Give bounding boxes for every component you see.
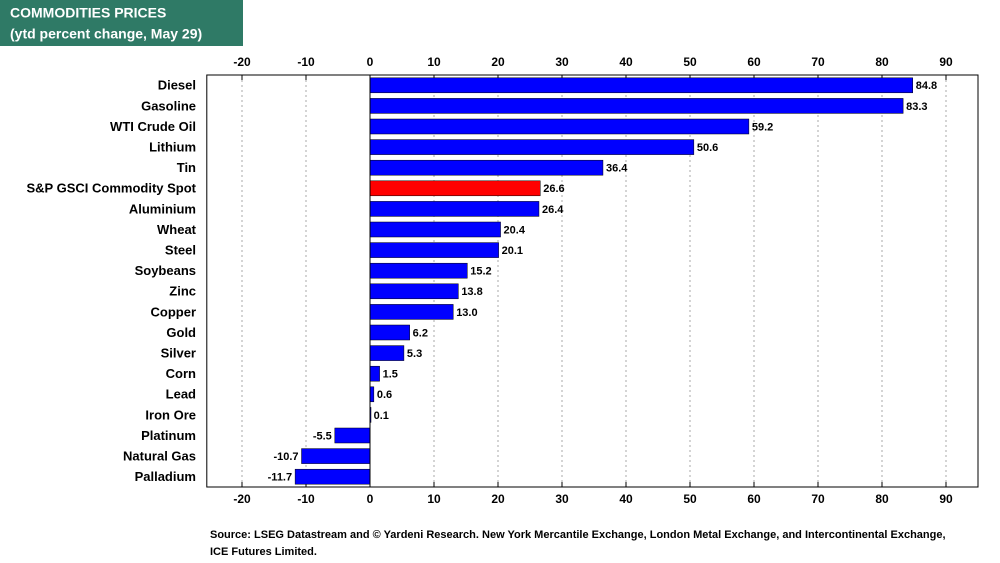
value-label: 1.5	[383, 369, 398, 381]
bar	[334, 427, 371, 444]
source-note: Source: LSEG Datastream and © Yardeni Re…	[210, 529, 946, 541]
bar	[369, 365, 380, 382]
y-tick-label: Silver	[161, 346, 196, 361]
bar	[369, 324, 410, 341]
value-label: 26.4	[542, 204, 564, 216]
x-tick-label: 0	[367, 55, 374, 69]
bar	[369, 201, 540, 217]
x-tick-label: 70	[811, 55, 825, 69]
y-tick-label: Diesel	[158, 78, 196, 93]
chart-title: COMMODITIES PRICES	[10, 5, 166, 21]
value-label: 20.4	[504, 224, 526, 236]
y-tick-label: WTI Crude Oil	[110, 119, 196, 134]
bar	[369, 77, 913, 94]
y-tick-label: Palladium	[135, 469, 196, 484]
y-tick-label: Lead	[166, 387, 196, 402]
x-tick-label: 0	[367, 492, 374, 506]
y-tick-label: Corn	[166, 366, 196, 381]
value-label: -11.7	[268, 472, 292, 484]
title-box	[0, 0, 243, 46]
x-tick-label: 10	[427, 55, 441, 69]
y-tick-label: Aluminium	[129, 201, 196, 216]
x-tick-label: 30	[555, 492, 569, 506]
bar	[369, 283, 459, 300]
value-label: 0.1	[374, 410, 389, 422]
y-tick-label: Tin	[177, 160, 196, 175]
value-label: 15.2	[470, 266, 491, 278]
bar	[369, 180, 541, 197]
bar	[369, 118, 750, 135]
bar	[369, 262, 468, 279]
x-tick-label: 50	[683, 492, 697, 506]
x-tick-label: 90	[939, 492, 953, 506]
value-label: 59.2	[752, 121, 773, 133]
x-tick-label: 40	[619, 492, 633, 506]
value-label: 26.6	[543, 183, 564, 195]
bar	[369, 139, 695, 155]
chart-subtitle: (ytd percent change, May 29)	[10, 26, 202, 42]
bar	[369, 159, 604, 176]
value-label: -10.7	[273, 451, 298, 463]
x-tick-label: 20	[491, 492, 505, 506]
x-tick-label: 10	[427, 492, 441, 506]
x-tick-label: -20	[233, 55, 251, 69]
x-tick-label: 40	[619, 55, 633, 69]
y-tick-label: Platinum	[141, 428, 196, 443]
value-label: 36.4	[606, 163, 628, 175]
value-label: 13.0	[456, 307, 477, 319]
plot-area	[206, 75, 979, 487]
y-tick-label: Lithium	[149, 140, 196, 155]
value-label: 83.3	[906, 101, 927, 113]
y-tick-label: Steel	[165, 243, 196, 258]
x-tick-label: 80	[875, 492, 889, 506]
value-label: 20.1	[502, 245, 523, 257]
bar	[369, 98, 904, 114]
y-tick-label: S&P GSCI Commodity Spot	[27, 181, 197, 196]
x-tick-label: 60	[747, 55, 761, 69]
value-label: 0.6	[377, 389, 392, 401]
value-label: 5.3	[407, 348, 422, 360]
bar	[369, 386, 375, 403]
x-tick-label: 90	[939, 55, 953, 69]
x-tick-label: -20	[233, 492, 251, 506]
y-tick-label: Natural Gas	[123, 449, 196, 464]
bar	[294, 468, 371, 485]
x-tick-label: 70	[811, 492, 825, 506]
y-tick-label: Gasoline	[141, 98, 196, 113]
value-label: 84.8	[916, 80, 937, 92]
x-tick-label: -10	[297, 55, 315, 69]
bar	[369, 242, 499, 258]
x-tick-label: -10	[297, 492, 315, 506]
x-tick-label: 80	[875, 55, 889, 69]
y-tick-label: Iron Ore	[145, 407, 196, 422]
plot-border	[206, 74, 979, 488]
source-note: ICE Futures Limited.	[210, 546, 317, 558]
bar	[369, 304, 454, 320]
value-label: -5.5	[313, 430, 332, 442]
y-tick-label: Soybeans	[135, 263, 196, 278]
value-label: 13.8	[461, 286, 482, 298]
y-tick-label: Gold	[166, 325, 196, 340]
bar	[369, 345, 405, 361]
y-tick-label: Wheat	[157, 222, 197, 237]
x-tick-label: 30	[555, 55, 569, 69]
bar	[369, 221, 501, 238]
y-tick-label: Copper	[151, 304, 197, 319]
value-label: 6.2	[413, 327, 428, 339]
bar	[301, 448, 371, 464]
value-label: 50.6	[697, 142, 718, 154]
x-tick-label: 20	[491, 55, 505, 69]
x-tick-label: 60	[747, 492, 761, 506]
y-tick-label: Zinc	[169, 284, 196, 299]
x-tick-label: 50	[683, 55, 697, 69]
